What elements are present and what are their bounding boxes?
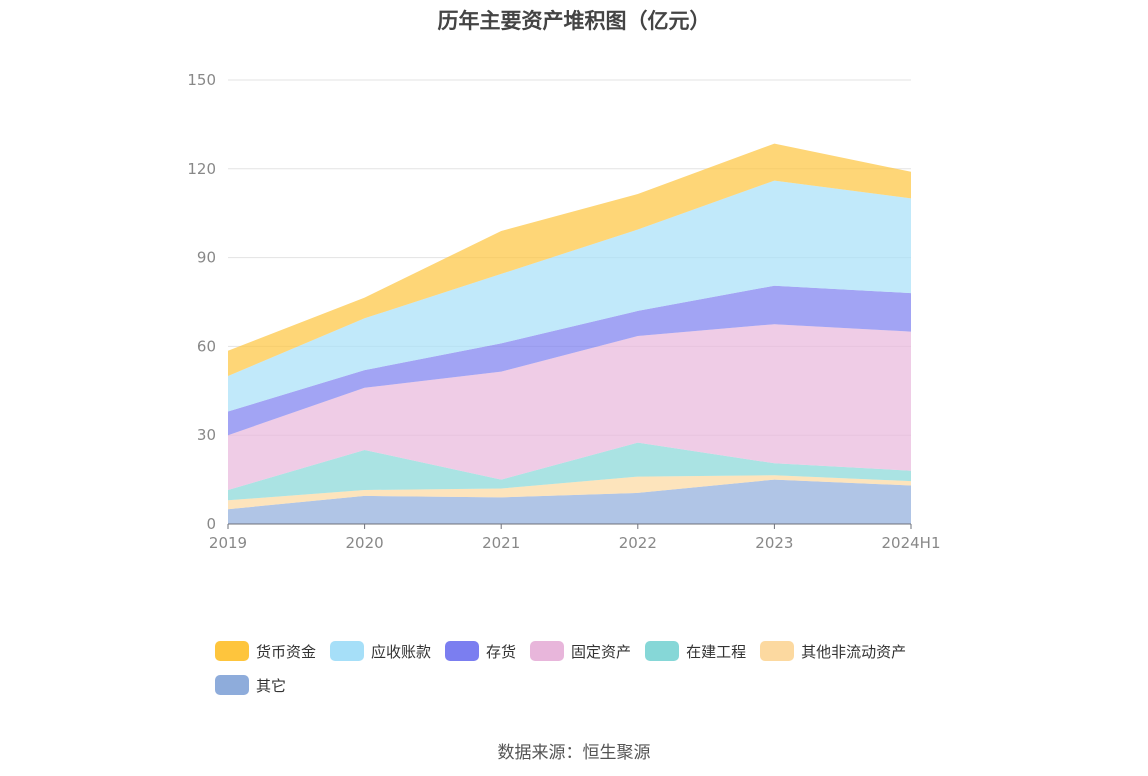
y-tick-label: 90 — [197, 249, 216, 267]
y-tick-label: 150 — [187, 71, 216, 89]
area-固定资产 — [228, 324, 911, 490]
legend-swatch — [530, 641, 565, 661]
legend-item[interactable]: 货币资金 — [215, 640, 316, 662]
chart-title: 历年主要资产堆积图（亿元） — [437, 9, 711, 33]
x-tick-label: 2021 — [482, 534, 520, 552]
legend-item[interactable]: 其他非流动资产 — [760, 640, 906, 662]
x-tick-label: 2020 — [346, 534, 384, 552]
area-在建工程 — [228, 442, 911, 501]
legend-label: 其他非流动资产 — [801, 642, 907, 661]
legend-item[interactable]: 在建工程 — [645, 640, 746, 662]
x-tick-label: 2023 — [755, 534, 793, 552]
y-tick-label: 120 — [187, 160, 216, 178]
y-tick-label: 0 — [206, 515, 216, 533]
legend-item[interactable]: 固定资产 — [530, 640, 631, 662]
axes: 0 30 60 90 120 150 2019 2020 2021 2022 2023 2024H1 — [187, 71, 940, 552]
legend-label: 在建工程 — [686, 642, 747, 661]
area-series — [228, 143, 911, 524]
y-tick-label: 30 — [197, 426, 216, 444]
legend-item[interactable]: 应收账款 — [330, 640, 431, 662]
legend-swatch — [645, 641, 680, 661]
legend-label: 应收账款 — [371, 642, 432, 661]
area-存货 — [228, 285, 911, 436]
data-source-note: 数据来源：恒生聚源 — [497, 743, 651, 763]
legend-item[interactable]: 存货 — [445, 640, 516, 662]
legend: 货币资金 应收账款 存货 固定资产 在建工程 其他非流动资产其它 — [215, 640, 955, 696]
x-tick-label: 2022 — [619, 534, 657, 552]
area-应收账款 — [228, 180, 911, 412]
area-货币资金 — [228, 143, 911, 376]
legend-label: 固定资产 — [571, 642, 632, 661]
area-其他非流动资产 — [228, 475, 911, 510]
x-tick-label: 2024H1 — [882, 534, 941, 552]
y-tick-label: 60 — [197, 337, 216, 355]
legend-swatch — [330, 641, 365, 661]
legend-item[interactable]: 其它 — [215, 674, 286, 696]
legend-swatch — [445, 641, 480, 661]
legend-label: 其它 — [256, 676, 287, 695]
legend-swatch — [215, 675, 249, 695]
x-tick-label: 2019 — [209, 534, 247, 552]
legend-swatch — [215, 641, 249, 661]
legend-label: 存货 — [486, 642, 517, 661]
legend-label: 货币资金 — [256, 642, 317, 661]
legend-swatch — [760, 641, 795, 661]
area-其它 — [228, 479, 911, 524]
